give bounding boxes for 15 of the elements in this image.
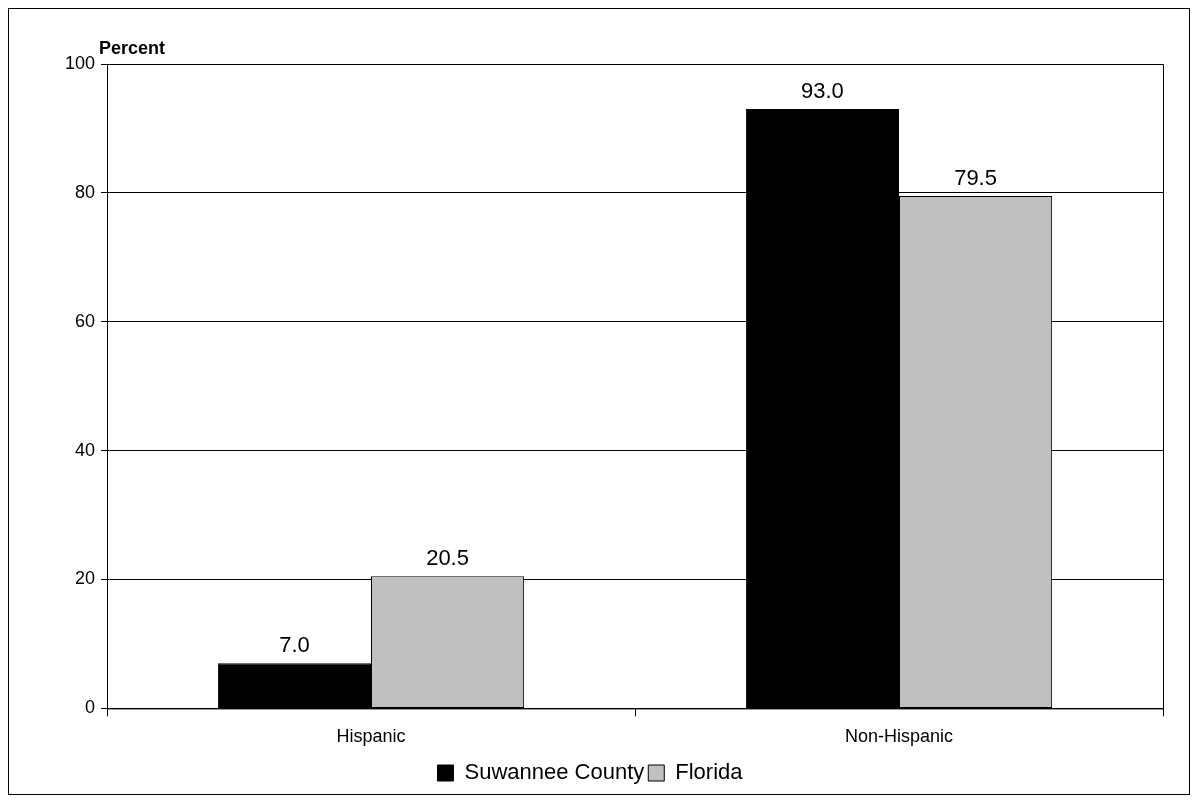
y-tick-label: 40 <box>74 439 95 460</box>
data-label: 79.5 <box>954 165 997 191</box>
legend-label: Suwannee County <box>464 759 645 785</box>
data-label: 7.0 <box>279 632 310 658</box>
legend-label: Florida <box>675 759 744 785</box>
y-tick-label: 20 <box>74 568 95 589</box>
data-label: 93.0 <box>801 78 844 104</box>
x-tick-label: Non-Hispanic <box>844 726 954 747</box>
y-tick-label: 80 <box>74 181 95 202</box>
y-axis-title: Percent <box>99 37 166 58</box>
y-tick-label: 60 <box>74 310 95 331</box>
y-tick-label: 100 <box>64 52 95 73</box>
data-label: 20.5 <box>426 545 469 571</box>
x-tick-label: Hispanic <box>336 726 406 747</box>
y-tick-label: 0 <box>84 697 95 718</box>
